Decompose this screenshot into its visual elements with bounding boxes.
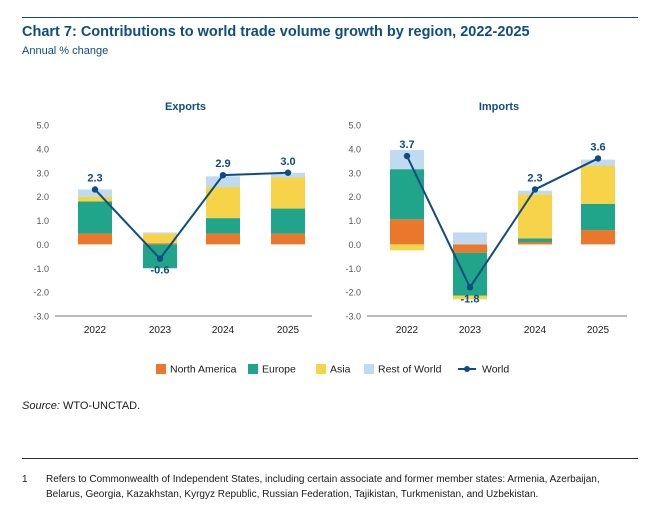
exports-x-tick-label: 2023 [149, 325, 172, 336]
imports-world-data-label: -1.8 [461, 293, 480, 305]
source-label: Source: [22, 400, 60, 412]
imports-bar-north-america-2022 [390, 219, 424, 245]
imports-bar-europe-2022 [390, 169, 424, 220]
exports-bar-europe-2024 [206, 218, 240, 234]
imports-y-tick-label: 1.0 [348, 216, 361, 226]
chart-area: Exports 5.0 4.0 3.0 2.0 1.0 0.0 -1.0 -2.0 -3.0 202… [33, 101, 627, 376]
imports-y-tick-label: 3.0 [348, 168, 361, 178]
legend-swatch-asia [316, 364, 326, 374]
imports-bar-rest-of-world-2025 [581, 159, 615, 166]
imports-y-tick-label: 5.0 [348, 121, 361, 131]
exports-y-tick-label: 2.0 [36, 192, 49, 202]
exports-x-tick-label: 2025 [277, 325, 300, 336]
exports-world-marker-2023 [156, 255, 164, 262]
exports-world-data-label: 3.0 [280, 156, 295, 168]
imports-y-tick-label: -3.0 [345, 312, 361, 322]
imports-bar-rest-of-world-2022 [390, 150, 424, 170]
exports-world-marker-2025 [284, 169, 292, 176]
exports-bar-north-america-2022 [78, 233, 112, 245]
exports-y-tick-label: -3.0 [33, 312, 49, 322]
imports-bar-north-america-2024 [518, 241, 552, 245]
chart-subtitle: Annual % change [22, 45, 109, 57]
exports-y-tick-label: -1.0 [33, 264, 49, 274]
chart-title: Chart 7: Contributions to world trade vo… [22, 24, 530, 40]
exports-world-data-label: 2.9 [215, 158, 230, 170]
imports-y-tick-label: 0.0 [348, 240, 361, 250]
footnote-text: Refers to Commonwealth of Independent St… [46, 474, 600, 500]
imports-y-tick-label: -1.0 [345, 264, 361, 274]
imports-panel-title: Imports [479, 101, 519, 113]
exports-bar-asia-2022 [78, 196, 112, 202]
imports-world-marker-2024 [531, 186, 539, 193]
imports-world-line [406, 155, 599, 290]
exports-x-tick-label: 2024 [212, 325, 235, 336]
top-rule [22, 17, 638, 18]
imports-bar-north-america-2023 [453, 244, 487, 253]
source-note: Source: WTO-UNCTAD. [22, 400, 140, 412]
legend-swatch-north-america [156, 364, 166, 374]
exports-panel-title: Exports [165, 101, 206, 113]
imports-x-tick-label: 2023 [459, 325, 482, 336]
exports-y-tick-label: 5.0 [36, 121, 49, 131]
exports-bar-north-america-2025 [271, 233, 305, 245]
exports-bar-rest-of-world-2022 [78, 189, 112, 197]
exports-y-tick-label: 0.0 [36, 240, 49, 250]
legend-marker-world [464, 366, 470, 372]
exports-y-tick-label: 3.0 [36, 168, 49, 178]
imports-bar-north-america-2025 [581, 230, 615, 245]
legend-label-world: World [482, 364, 509, 376]
exports-world-line [94, 171, 289, 261]
imports-world-marker-2023 [466, 284, 474, 291]
legend-label-north-america: North America [170, 364, 237, 376]
exports-bar-rest-of-world-2023 [143, 232, 177, 234]
exports-y-tick-label: -2.0 [33, 288, 49, 298]
exports-bar-asia-2024 [206, 187, 240, 219]
imports-x-tick-label: 2024 [524, 325, 547, 336]
legend-swatch-rest-of-world [364, 364, 374, 374]
exports-y-tick-label: 1.0 [36, 216, 49, 226]
imports-y-tick-label: 2.0 [348, 192, 361, 202]
imports-world-data-label: 3.7 [399, 139, 414, 151]
imports-bar-asia-2025 [581, 165, 615, 204]
imports-world-marker-2025 [594, 155, 602, 162]
imports-x-tick-label: 2022 [396, 325, 419, 336]
imports-bar-asia-2023 [453, 295, 487, 300]
legend-label-rest-of-world: Rest of World [378, 364, 442, 376]
exports-bar-rest-of-world-2024 [206, 176, 240, 188]
imports-bar-rest-of-world-2023 [453, 232, 487, 245]
exports-world-data-label: -0.6 [151, 265, 170, 277]
exports-world-data-label: 2.3 [87, 172, 102, 184]
exports-bar-europe-2022 [78, 201, 112, 234]
source-text: WTO-UNCTAD. [59, 400, 141, 412]
imports-y-tick-label: -2.0 [345, 288, 361, 298]
legend-swatch-europe [248, 364, 258, 374]
imports-world-data-label: 2.3 [527, 172, 542, 184]
footnote-rule [22, 458, 638, 459]
exports-bar-north-america-2024 [206, 233, 240, 245]
imports-bar-europe-2025 [581, 203, 615, 231]
footnote-number: 1 [22, 474, 28, 485]
exports-y-tick-label: 4.0 [36, 144, 49, 154]
exports-bar-north-america-2023 [143, 243, 177, 245]
legend-label-asia: Asia [330, 364, 351, 376]
imports-world-data-label: 3.6 [590, 141, 605, 153]
exports-world-marker-2024 [219, 171, 227, 179]
exports-bar-europe-2025 [271, 208, 305, 234]
imports-x-tick-label: 2025 [587, 325, 610, 336]
exports-bar-asia-2025 [271, 177, 305, 209]
exports-x-tick-label: 2022 [84, 325, 107, 336]
imports-bar-asia-2024 [518, 194, 552, 239]
legend-label-europe: Europe [262, 364, 296, 376]
imports-world-marker-2022 [403, 152, 411, 160]
exports-world-marker-2022 [91, 186, 99, 193]
imports-bar-europe-2024 [518, 238, 552, 242]
imports-bar-asia-2022 [390, 244, 424, 251]
imports-y-tick-label: 4.0 [348, 144, 361, 154]
exports-bar-asia-2023 [143, 233, 177, 244]
